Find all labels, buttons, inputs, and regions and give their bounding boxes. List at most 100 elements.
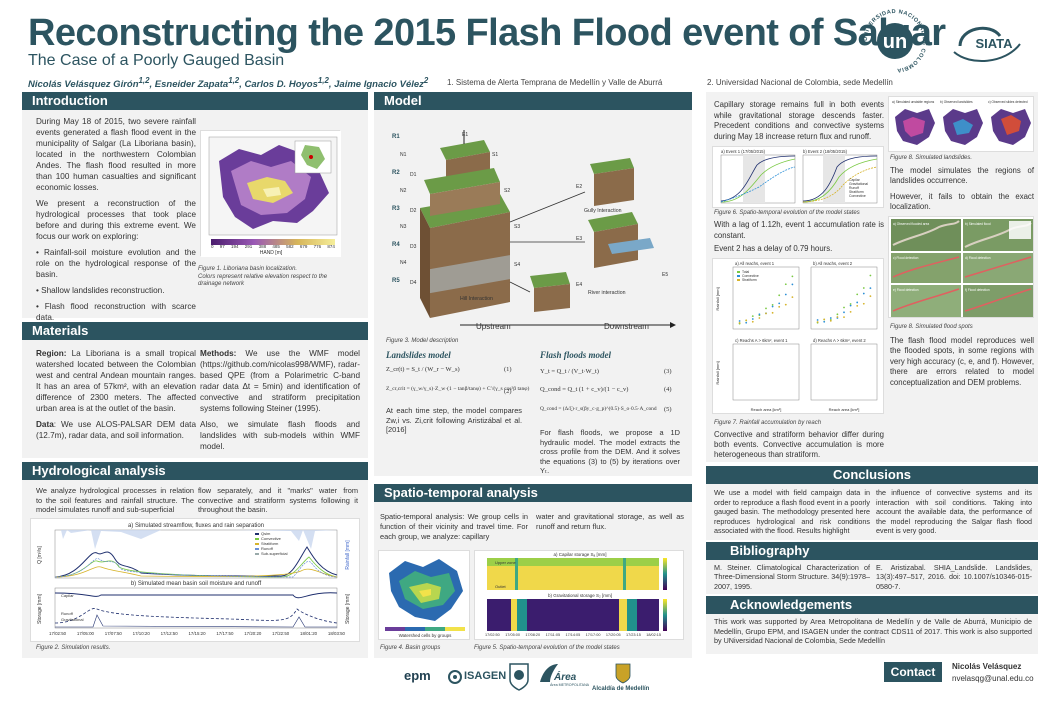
fig6-legend-0: Capilar <box>849 178 861 182</box>
logo-area-metropolitana: Área Área METROPOLITANA <box>536 662 589 692</box>
hand-tick-1: 97 <box>219 244 225 249</box>
label-d2: D2 <box>410 208 417 214</box>
ylabel-a2: Rainfall [mm] <box>345 540 351 570</box>
contact-button[interactable]: Contact <box>884 662 942 682</box>
fig7-point-26 <box>791 296 794 299</box>
figure-1-title: Liboriana basin localization. <box>223 266 298 272</box>
figure-8-text: The model simulates the regions of lands… <box>890 166 1034 218</box>
siata-logo: SIATA <box>950 18 1030 68</box>
hand-tick-0: 0 <box>211 244 214 249</box>
intro-b3: • Flash flood reconstruction with scarce… <box>36 302 196 322</box>
contact-name: Nicolás Velásquez <box>952 662 1022 671</box>
fig7-point-19 <box>745 319 748 322</box>
basin-groups-map: Watershed cells by groups <box>378 550 470 640</box>
figure-8-num: Figure 8. <box>890 155 914 161</box>
landslides-text: At each time step, the model compares Zw… <box>386 406 522 435</box>
bibliography-heading: Bibliography <box>706 542 1038 560</box>
label-d3: D3 <box>410 244 417 250</box>
logo-isagen: ISAGEN <box>448 670 508 686</box>
fig7-point-10 <box>745 321 748 324</box>
affiliation-2: 2. Universidad Nacional de Colombia, sed… <box>707 78 893 87</box>
heatmap-a-title: a) Capilar storage Sₐ [mm] <box>554 552 607 557</box>
figure-8-flood-spots: a) Observed flooded area b) Simulated fl… <box>888 216 1034 318</box>
fig8b-label-2: c) Flood detection <box>893 256 919 260</box>
figure-8-text-1: The model simulates the regions of lands… <box>890 166 1034 186</box>
lag-text-2: Event 2 has a delay of 0.79 hours. <box>714 244 833 253</box>
fig7-point-43 <box>862 292 865 295</box>
figure-8b-num: Figure 8. <box>890 324 914 330</box>
conclusions-heading: Conclusions <box>706 466 1038 484</box>
conclusions-col1: We use a model with field campaign data … <box>714 488 870 536</box>
legend-a-4: Sub-superficial <box>261 551 288 556</box>
fig6-legend-2: Runoff <box>849 186 859 190</box>
hand-tick-6: 582 <box>286 244 294 249</box>
un-logo: UNIVERSIDAD NACIONAL DE COLOMBIA un <box>862 8 928 74</box>
legend-a-3: Runoff <box>261 546 274 551</box>
figure-6-caption: Figure 6. Spatio-temporal evolution of t… <box>714 210 884 218</box>
spatio-time-tick-8: 18/02:15 <box>646 633 661 637</box>
hand-colorbar-ticks: 0 97 194 291 388 485 582 679 776 874 <box>211 244 335 249</box>
equation-1-num: (1) <box>504 366 512 373</box>
introduction-text: During May 18 of 2015, two severe rainfa… <box>36 116 196 328</box>
figure-5-caption: Figure 5. Spatio-temporal evolution of t… <box>474 645 684 653</box>
map-xlabel: Watershed cells by groups <box>398 633 452 638</box>
fig7-point-35 <box>869 274 872 277</box>
fig7-point-2 <box>751 315 754 318</box>
figure-8-title: Simulated landslides. <box>915 155 973 161</box>
legend-b-1: Runoff <box>61 611 74 616</box>
conclusions-col2: the influence of convective systems and … <box>876 488 1032 536</box>
spatio-col1: Spatio-temporal analysis: We group cells… <box>380 512 528 541</box>
equation-4: Q_cond = Q_t (1 + c_v)/(1 − c_v) <box>540 386 629 393</box>
acknowledgements-text: This work was supported by Area Metropol… <box>714 617 1032 646</box>
spatio-time-ticks: 17/02:50 17/05:00 17/08:20 17/11:05 17/14:05… <box>485 633 661 637</box>
isagen-icon <box>448 670 462 684</box>
equation-5-num: (5) <box>664 406 672 413</box>
materials-left: Region: La Liboriana is a small tropical… <box>36 348 196 446</box>
figure-8b-text: The flash flood model reproduces well th… <box>890 336 1034 387</box>
fig7-point-47 <box>829 319 832 322</box>
label-d1: D1 <box>410 172 417 178</box>
fig7-point-5 <box>771 303 774 306</box>
figure-1-caption: Figure 1. Liboriana basin localization. … <box>198 266 348 289</box>
fig7-point-20 <box>751 320 754 323</box>
fig7-c-title: c) Reachs A > 6km², event 1 <box>735 338 788 343</box>
label-e4: E4 <box>576 282 583 288</box>
spatio-time-tick-2: 17/08:20 <box>525 633 541 637</box>
siata-logo-text: SIATA <box>975 36 1013 51</box>
fig7-point-34 <box>862 287 865 289</box>
hydro-time-tick-0: 17/02:50 <box>49 631 67 636</box>
figure-8b-caption: Figure 8. Simulated flood spots <box>890 324 1036 332</box>
figure-2-title: Simulation results. <box>61 645 111 651</box>
figure-1-text: Colors represent relative elevation resp… <box>198 273 328 288</box>
label-s1: S1 <box>492 152 499 158</box>
fig8a-label-0: a) Simulated unstable regions <box>892 100 935 104</box>
un-shield-logo <box>508 662 530 692</box>
hydro-heading: Hydrological analysis <box>22 462 368 480</box>
fig6-legend-3: Stratiform <box>849 190 864 194</box>
fig7-point-53 <box>869 295 872 298</box>
spatio-heatmaps: a) Capilar storage Sₐ [mm] Upper zone Ou… <box>474 550 684 640</box>
figure-1-num: Figure 1. <box>198 266 222 272</box>
contact-email[interactable]: nvelasqg@unal.edu.co <box>952 674 1034 683</box>
poster-title: Reconstructing the 2015 Flash Flood even… <box>28 12 946 54</box>
isagen-text: ISAGEN <box>464 670 507 682</box>
figure-5-title: Spatio-temporal evolution of the model s… <box>499 645 620 651</box>
figure-6-plots: a) Event 1 (17/05/2015) b) Event 2 (18/0… <box>712 146 884 208</box>
fig7-point-7 <box>784 283 787 286</box>
ref-2: E. Aristizabal. SHIA_Landslide. Landslid… <box>876 563 1032 591</box>
conclusions-panel <box>706 484 1038 540</box>
fig7-point-37 <box>823 320 826 323</box>
label-r1: R1 <box>392 134 400 140</box>
heatmap-b-title: b) Gravitational storage S₂ [mm] <box>548 593 612 598</box>
label-r4: R4 <box>392 242 400 248</box>
label-d4: D4 <box>410 280 417 286</box>
fig7-legend-0: Total <box>742 270 749 274</box>
fig7-xlabel-right: Reach area [km²] <box>829 407 860 412</box>
fig7-point-25 <box>784 303 787 306</box>
label-e2: E2 <box>576 184 583 190</box>
landslides-heading: Landslides model <box>386 350 451 360</box>
plot-b-title: b) Simulated mean basin soil moisture an… <box>131 581 262 587</box>
figure-7-title: Rainfall accumulation by reach <box>739 420 822 426</box>
spatio-time-tick-4: 17/14:05 <box>565 633 581 637</box>
upstream-label: Upstream <box>476 322 511 331</box>
